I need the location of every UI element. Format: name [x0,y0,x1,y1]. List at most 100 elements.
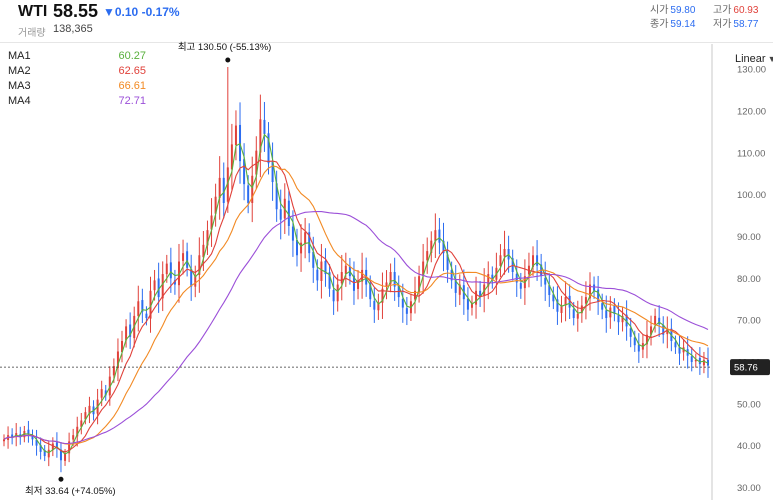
candle-body [450,269,453,281]
ma2-line [3,159,709,453]
candle-body [312,251,315,268]
candle-body [165,263,168,275]
candle-body [239,124,242,162]
candle-body [161,274,164,299]
candle-body [141,300,144,312]
candle-body [336,284,339,302]
ma3-value: 66.61 [118,80,146,92]
legend-ma3[interactable]: MA3 66.61 [8,80,146,95]
candle-body [3,439,5,442]
ma4-name: MA4 [8,95,31,107]
candle-body [226,167,229,202]
candle-body [222,177,225,203]
candle-body [55,442,58,448]
candle-body [361,269,364,282]
legend-ma1[interactable]: MA1 60.27 [8,50,146,65]
candle-body [702,359,705,366]
candle-body [588,284,591,299]
volume-value: 138,365 [53,23,93,35]
candle-body [68,441,71,454]
y-tick-label: 90.00 [737,232,761,243]
ma2-name: MA2 [8,65,31,77]
candle-body [418,276,421,293]
candle-body [39,444,42,452]
low-annotation: 최저 33.64 (+74.05%) [25,486,116,497]
y-tick-label: 100.00 [737,190,766,201]
candle-body [645,334,648,345]
candle-body [287,200,290,226]
candle-body [198,255,201,275]
candle-body [357,280,360,289]
candle-body [584,297,587,304]
quote-header: WTI 58.55 ▼0.10 -0.17% 거래량 138,365 시가 59.… [0,0,773,43]
legend-ma4[interactable]: MA4 72.71 [8,95,146,110]
chevron-down-icon: ▼ [767,54,773,64]
candle-body [499,255,502,266]
candle-body [35,439,38,446]
candle-body [438,229,441,243]
candle-body [324,260,327,275]
candle-body [295,239,298,256]
candle-body [369,283,372,300]
candle-body [121,341,124,353]
candle-body [564,297,567,306]
candle-body [694,359,697,362]
ma1-value: 60.27 [118,50,146,62]
y-tick-label: 120.00 [737,106,766,117]
candle-body [625,314,628,327]
candle-body [373,301,376,310]
candle-body [304,232,307,244]
candle-body [153,280,156,291]
high-marker [225,57,231,63]
candle-body [552,294,555,302]
y-tick-label: 110.00 [737,148,765,159]
candle-body [190,269,193,287]
candle-body [206,230,209,246]
candle-body [116,351,119,369]
candle-body [605,310,608,319]
candle-body [202,244,205,258]
candle-body [519,283,522,289]
ma4-value: 72.71 [118,95,146,107]
candle-body [328,272,331,289]
candle-body [177,261,180,286]
candle-body [650,326,653,335]
scale-mode-label: Linear [735,53,766,65]
candle-body [332,289,335,302]
candle-body [27,429,30,434]
candle-body [344,265,347,274]
candle-body [568,295,571,308]
candle-body [218,177,221,198]
candle-body [617,315,620,323]
candle-body [76,426,79,437]
candle-body [422,261,425,277]
candle-body [629,328,632,337]
candle-body [247,185,250,203]
candle-body [556,299,559,312]
change-value: ▼0.10 [103,5,139,19]
legend-ma2[interactable]: MA2 62.65 [8,65,146,80]
scale-mode-dropdown[interactable]: Linear ▼ [735,53,773,65]
candle-body [458,284,461,295]
candle-body [690,356,693,362]
ma-legend: MA1 60.27 MA2 62.65 MA3 66.61 MA4 72.71 [8,50,146,110]
candle-body [678,347,681,354]
open-value: 59.80 [670,5,696,16]
candle-body [658,317,661,325]
candle-body [64,453,67,461]
open-label: 시가 [650,5,669,16]
candle-body [442,240,445,254]
candle-body [80,420,83,427]
price-change: ▼0.10 -0.17% [103,5,180,19]
candle-body [316,269,319,281]
candle-body [536,255,539,266]
current-price-tag [730,359,770,376]
candle-body [263,119,266,134]
candle-body [279,209,282,220]
candle-body [194,276,197,287]
candle-body [84,412,87,420]
y-tick-label: 130.00 [737,65,766,76]
candle-body [434,230,437,242]
candle-body [157,278,160,298]
